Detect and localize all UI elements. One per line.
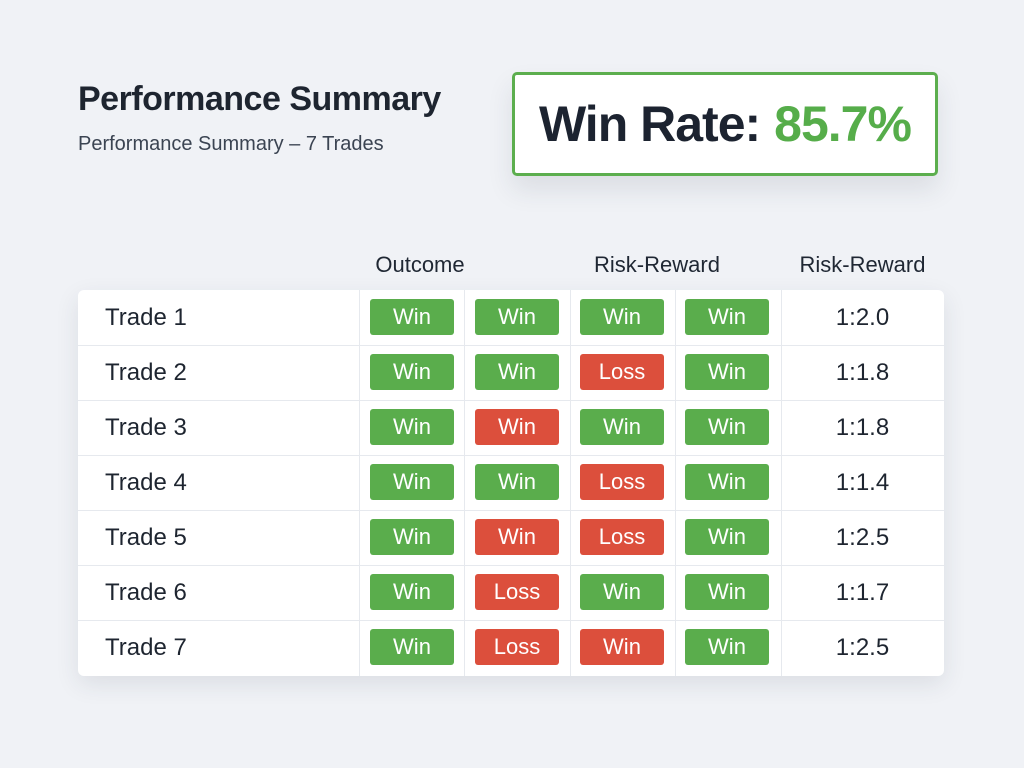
outcome-badge: Win (685, 464, 769, 500)
trade-label: Trade 5 (105, 524, 187, 551)
outcome-badge: Win (370, 629, 454, 665)
outcome-badge: Loss (580, 354, 664, 390)
page-subtitle: Performance Summary – 7 Trades (78, 133, 384, 155)
outcome-badge: Win (685, 409, 769, 445)
win-rate-label: Win Rate: (539, 96, 761, 152)
trade-label: Trade 7 (105, 634, 187, 661)
risk-reward-value: 1:1.8 (835, 359, 890, 386)
column-divider (464, 290, 465, 676)
outcome-badge: Win (685, 574, 769, 610)
outcome-badge: Win (475, 299, 559, 335)
column-header-risk-reward: Risk-Reward (594, 252, 720, 277)
outcome-badge: Win (475, 409, 559, 445)
outcome-badge: Win (475, 519, 559, 555)
column-header-risk-reward-2: Risk-Reward (799, 252, 926, 277)
risk-reward-value: 1:2.5 (835, 634, 890, 661)
column-header-outcome: Outcome (375, 252, 465, 277)
outcome-badge: Loss (475, 574, 559, 610)
risk-reward-value: 1:2.0 (835, 304, 890, 331)
outcome-badge: Win (370, 464, 454, 500)
trade-label: Trade 4 (105, 469, 187, 496)
table-row: Trade 6 Win Loss Win Win 1:1.7 (78, 565, 944, 621)
table-row: Trade 1 Win Win Win Win 1:2.0 (78, 290, 944, 346)
trades-table: Trade 1 Win Win Win Win 1:2.0 Trade 2 Win Win Los… (78, 290, 944, 676)
outcome-badge: Loss (475, 629, 559, 665)
win-rate-value: 85.7% (774, 96, 912, 152)
outcome-badge: Win (370, 574, 454, 610)
win-rate-card: Win Rate: 85.7% (512, 72, 938, 176)
outcome-badge: Win (370, 299, 454, 335)
table-row: Trade 4 Win Win Loss Win 1:1.4 (78, 455, 944, 511)
outcome-badge: Loss (580, 519, 664, 555)
table-row: Trade 2 Win Win Loss Win 1:1.8 (78, 345, 944, 401)
column-divider (359, 290, 360, 676)
outcome-badge: Win (580, 629, 664, 665)
page-title: Performance Summary (78, 80, 441, 118)
outcome-badge: Win (685, 519, 769, 555)
outcome-badge: Win (580, 409, 664, 445)
table-row: Trade 5 Win Win Loss Win 1:2.5 (78, 510, 944, 566)
trade-label: Trade 1 (105, 304, 187, 331)
outcome-badge: Win (685, 299, 769, 335)
trade-label: Trade 2 (105, 359, 187, 386)
outcome-badge: Win (685, 629, 769, 665)
outcome-badge: Win (370, 409, 454, 445)
outcome-badge: Win (580, 574, 664, 610)
trade-label: Trade 6 (105, 579, 187, 606)
outcome-badge: Win (685, 354, 769, 390)
outcome-badge: Win (475, 354, 559, 390)
risk-reward-value: 1:1.8 (835, 414, 890, 441)
risk-reward-value: 1:1.4 (835, 469, 890, 496)
outcome-badge: Win (370, 519, 454, 555)
trade-label: Trade 3 (105, 414, 187, 441)
outcome-badge: Win (580, 299, 664, 335)
risk-reward-value: 1:2.5 (835, 524, 890, 551)
outcome-badge: Loss (580, 464, 664, 500)
table-row: Trade 3 Win Win Win Win 1:1.8 (78, 400, 944, 456)
column-divider (570, 290, 571, 676)
risk-reward-value: 1:1.7 (835, 579, 890, 606)
outcome-badge: Win (370, 354, 454, 390)
column-divider (781, 290, 782, 676)
outcome-badge: Win (475, 464, 559, 500)
column-divider (675, 290, 676, 676)
table-row: Trade 7 Win Loss Win Win 1:2.5 (78, 620, 944, 675)
